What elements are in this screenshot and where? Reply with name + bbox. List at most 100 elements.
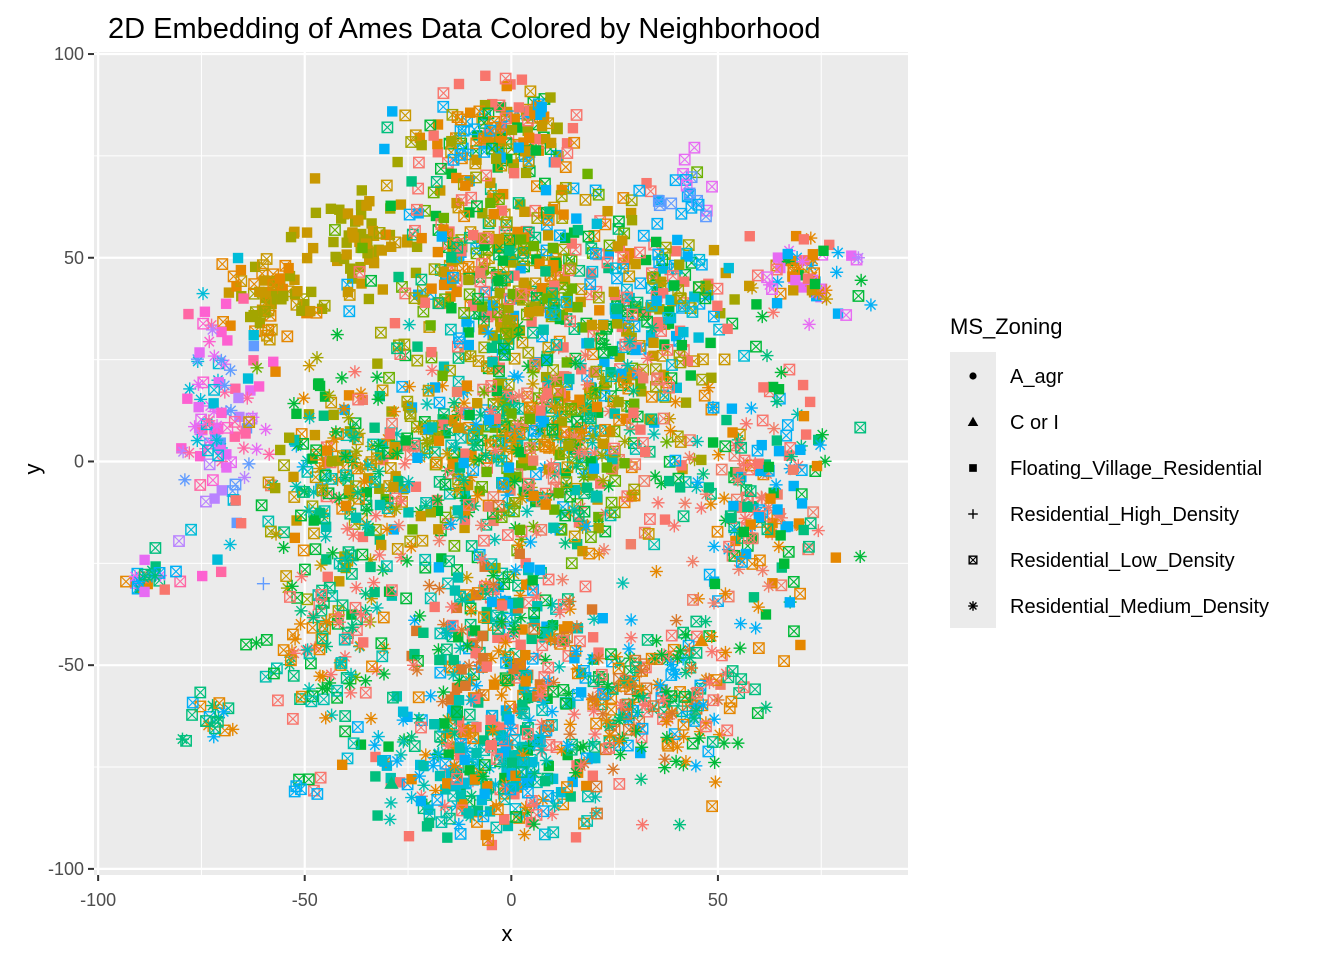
data-point xyxy=(598,543,611,556)
data-point xyxy=(377,755,387,765)
data-point xyxy=(602,206,612,216)
data-point xyxy=(805,397,815,407)
data-point xyxy=(504,462,514,472)
data-point xyxy=(178,473,191,486)
data-point xyxy=(342,411,355,424)
data-point xyxy=(548,523,558,533)
data-point xyxy=(424,689,437,702)
data-point xyxy=(360,519,373,532)
data-point xyxy=(306,287,316,297)
data-point xyxy=(308,243,318,253)
data-point xyxy=(489,674,502,687)
data-point xyxy=(526,634,536,644)
data-point xyxy=(509,616,522,629)
data-point xyxy=(795,445,805,455)
data-point xyxy=(464,327,474,337)
data-point xyxy=(429,719,439,729)
data-point xyxy=(520,650,530,660)
data-point xyxy=(533,306,543,316)
data-point xyxy=(416,233,426,243)
data-point xyxy=(447,668,460,681)
data-point xyxy=(544,632,557,645)
data-point xyxy=(292,286,302,296)
data-point xyxy=(808,249,818,259)
data-point xyxy=(493,276,503,286)
data-point xyxy=(420,434,433,447)
data-point xyxy=(455,743,465,753)
data-point xyxy=(498,255,508,265)
data-point xyxy=(519,278,529,288)
y-tick-label: 100 xyxy=(54,44,84,64)
data-point xyxy=(423,579,436,592)
data-point xyxy=(513,389,526,402)
data-point xyxy=(359,674,372,687)
data-point xyxy=(696,455,706,465)
data-point xyxy=(660,514,670,524)
data-point xyxy=(660,435,673,448)
data-point xyxy=(477,631,487,641)
data-point xyxy=(571,213,581,223)
data-point xyxy=(572,446,585,459)
x-tick-label: -50 xyxy=(292,890,318,910)
data-point xyxy=(559,537,572,550)
data-point xyxy=(598,320,608,330)
data-point xyxy=(561,739,574,752)
data-point xyxy=(771,395,784,408)
data-point xyxy=(413,609,426,622)
data-point xyxy=(486,740,496,750)
data-point xyxy=(383,813,396,826)
data-point xyxy=(688,712,701,725)
data-point xyxy=(504,246,514,256)
data-point xyxy=(434,436,444,446)
data-point xyxy=(495,689,508,702)
data-point xyxy=(759,701,772,714)
data-point xyxy=(222,335,232,345)
data-point xyxy=(705,645,718,658)
data-point xyxy=(339,450,352,463)
data-point xyxy=(197,287,210,300)
data-point xyxy=(635,424,645,434)
data-point xyxy=(673,818,686,831)
data-point xyxy=(622,642,635,655)
data-point xyxy=(664,424,677,437)
data-point xyxy=(704,482,714,492)
data-point xyxy=(275,445,285,455)
data-point xyxy=(402,475,415,488)
data-point xyxy=(548,243,558,253)
data-point xyxy=(446,136,456,146)
data-point xyxy=(328,410,338,420)
data-point xyxy=(574,759,587,772)
data-point xyxy=(400,435,410,445)
data-point xyxy=(468,438,481,451)
data-point xyxy=(589,728,602,741)
data-point xyxy=(785,597,795,607)
data-point xyxy=(326,546,339,559)
data-point xyxy=(799,234,809,244)
data-point xyxy=(403,507,413,517)
data-point xyxy=(398,706,408,716)
data-point xyxy=(388,405,401,418)
data-point xyxy=(328,237,338,247)
data-point xyxy=(615,699,628,712)
data-point xyxy=(376,540,386,550)
data-point xyxy=(528,491,538,501)
data-point xyxy=(412,453,422,463)
data-point xyxy=(464,410,474,420)
data-point xyxy=(385,429,395,439)
data-point xyxy=(263,448,276,461)
data-point xyxy=(368,739,381,752)
data-point xyxy=(670,755,683,768)
data-point xyxy=(475,268,485,278)
data-point xyxy=(548,799,561,812)
data-point xyxy=(797,498,807,508)
data-point xyxy=(625,631,638,644)
data-point xyxy=(319,530,332,543)
data-point xyxy=(601,680,614,693)
data-point xyxy=(398,733,411,746)
data-point xyxy=(437,231,447,241)
data-point xyxy=(335,371,348,384)
data-point xyxy=(309,515,319,525)
data-point xyxy=(541,185,551,195)
data-point xyxy=(509,563,522,576)
